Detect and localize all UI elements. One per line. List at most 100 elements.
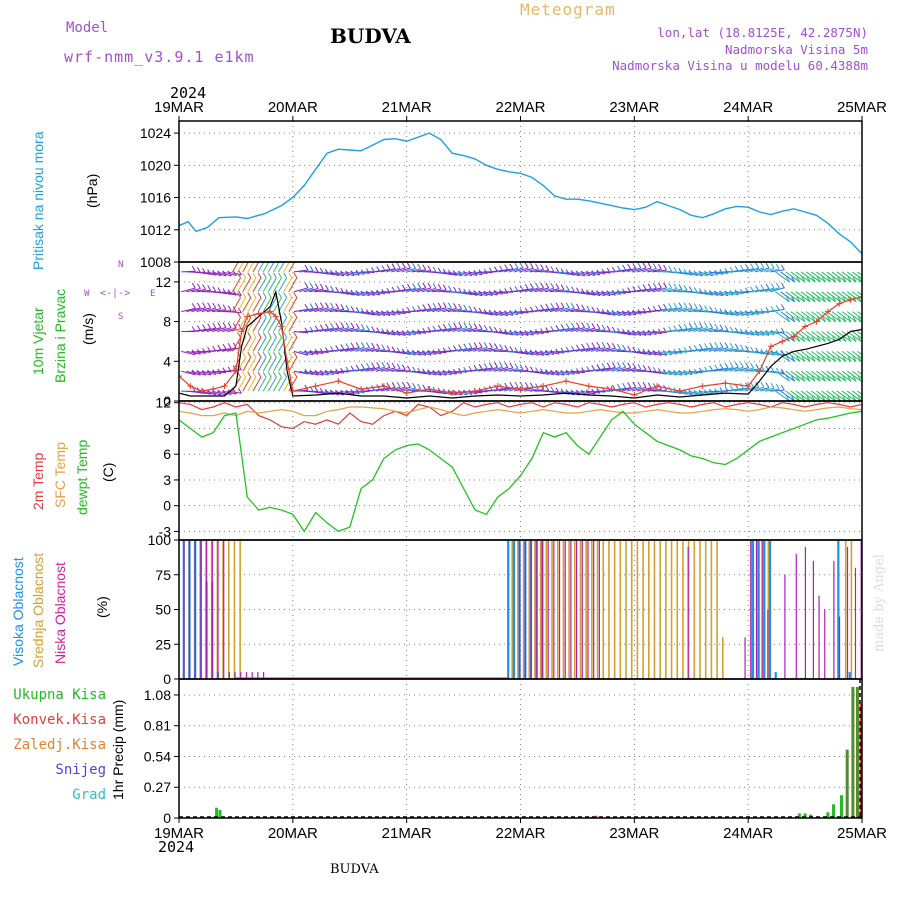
wind-barb [391,386,406,392]
wind-barb [473,271,488,275]
legend-total: Ukupna Kisa [13,687,106,703]
wind-barb [790,390,806,401]
wind-barb [667,288,682,293]
wind-barb [242,317,252,332]
wind-barb [278,262,285,273]
wind-barb [483,347,498,352]
wind-barb [283,317,293,332]
wind-barb-feather [857,336,862,342]
wind-barb [800,291,816,303]
wind-barb-feather [494,384,498,390]
wind-barb-feather [237,290,242,296]
wind-barb-feather [257,332,262,338]
wind-barb [468,291,483,297]
y-tick-label: 0.27 [144,779,171,795]
wind-barb [760,387,775,392]
cloud-bar-low [860,540,862,679]
wind-barb-feather [293,272,298,279]
wind-barb [298,370,314,376]
wind-barb [770,389,785,392]
wind-barb-feather [191,282,196,289]
wind-barb-feather [422,304,427,310]
wind-barb-feather [406,283,411,290]
wind-barb-feather [447,302,452,309]
cloud-bar-middle [591,540,593,679]
wind-barb [345,346,360,352]
wind-barb [688,327,703,332]
wind-barb [386,267,401,273]
wind-barb [232,277,241,293]
wind-barb-feather [509,263,514,270]
wind-barb-feather [765,382,770,388]
wind-barb [273,277,282,293]
wind-barb [493,331,508,335]
wind-barb-feather [852,316,857,322]
cloud-bar-low [211,540,213,679]
cloud-bar-middle [613,540,616,679]
cloud-bar-middle [227,540,230,679]
wind-barb [201,370,216,375]
wind-barb [734,268,749,273]
wind-barb [375,291,390,294]
wind-barb [852,271,862,280]
wind-barb [555,328,570,332]
wind-barb-feather [453,303,457,309]
wind-barb-feather [335,286,340,293]
wind-barb [652,350,667,356]
wind-barb [237,297,247,312]
wind-barb [278,297,288,312]
wind-barb-feather [417,305,422,311]
wind-barb [800,271,816,283]
wind-barb-feather [283,332,288,338]
wind-barb [401,350,416,356]
wind-barb [565,327,580,332]
wind-barb [826,291,842,303]
wind-barb-feather [780,282,785,289]
wind-barb [841,390,857,401]
panels: 1008101210161020102404812-30369120255075… [140,120,871,826]
wind-barb-feather [775,282,780,289]
cloud-bar-low [576,540,578,679]
wind-barb [795,370,811,382]
wind-speed-marker [232,368,239,375]
wind-barb-feather [816,356,821,362]
wind-barb [503,386,519,392]
wind-barb-feather [473,364,478,371]
wind-barb-feather [863,376,866,381]
wind-barb-feather [657,304,662,311]
wind-barb-feather [668,349,673,356]
wind-barb-feather [796,276,801,283]
wind-barb [421,287,437,293]
wind-barb [811,390,826,401]
wind-barb [196,328,211,332]
wind-barb [841,370,857,382]
wind-barb-feather [412,329,416,336]
wind-barb-feather [786,375,790,382]
wind-barb-feather [663,282,667,289]
wind-barb-feather [272,272,277,279]
wind-barb-feather [821,316,826,322]
wind-barb-feather [314,283,319,289]
wind-barb [211,271,227,277]
wind-barb [416,370,432,376]
wind-barb [478,291,493,297]
wind-barb-feather [601,363,606,369]
wind-barb [616,268,631,273]
wind-barb-feather [719,342,724,348]
wind-barb-feather [868,396,871,401]
wind-barb-feather [698,343,703,350]
wind-barb-feather [237,323,242,330]
wind-barb [565,271,580,277]
wind-barb [805,370,821,382]
wind-barb-feather [611,362,616,368]
wind-barb [257,356,267,372]
bottom-tick-label: 19MAR [154,825,204,842]
wind-barb [524,350,539,356]
wind-barb-feather [745,264,749,270]
wind-speed-marker [859,293,862,300]
cloud-bar-low [194,540,196,679]
wind-barb [606,366,621,372]
dewpoint-line [179,410,862,533]
wind-barb-feather [791,375,796,382]
wind-barb-feather [816,395,821,401]
